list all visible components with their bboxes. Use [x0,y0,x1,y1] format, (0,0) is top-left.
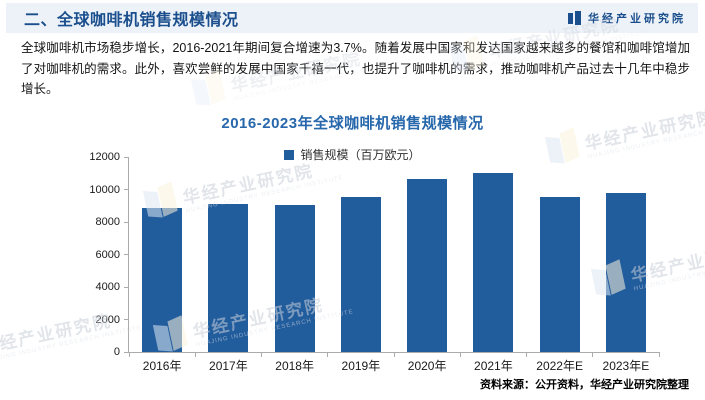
bar [274,204,315,352]
x-axis-tick [658,352,660,357]
y-axis-tick [124,189,129,190]
section-title: 二、全球咖啡机销售规模情况 [24,12,239,29]
x-tick-label: 2023年E [602,359,650,373]
bar [605,192,646,352]
section-header: 二、全球咖啡机销售规模情况 华经产业研究院 [6,3,698,33]
brand-name: 华经产业研究院 [588,13,686,25]
plot-area: 0 2000 4000 6000 8000 10000 12000 2016年 2017年 201… [89,151,660,373]
y-tick-label: 2000 [95,313,120,326]
x-axis-tick [194,352,196,357]
intro-paragraph: 全球咖啡机市场稳步增长，2016-2021年期间复合增速为3.7%。随着发展中国… [21,41,690,96]
x-tick-label: 2017年 [209,359,248,373]
chart-legend: 销售规模（百万欧元） [0,146,705,163]
x-tick-label: 2019年 [341,359,381,373]
x-axis-tick [393,352,395,357]
y-axis-tick [124,156,129,158]
x-tick-label: 2020年 [407,359,447,373]
x-axis-tick [459,352,461,357]
book-bars-icon [568,11,581,25]
bar [142,208,183,352]
bar [539,196,580,352]
x-tick-label: 2021年 [474,359,513,373]
source-note: 资料来源：公开资料，华经产业研究院整理 [480,379,689,391]
x-tick-label: 2022年E [536,359,583,373]
bar [407,178,448,352]
x-axis-tick [592,352,594,357]
y-axis-tick [124,221,129,223]
bar [473,173,514,352]
x-tick-label: 2016年 [142,359,182,373]
y-tick-label: 10000 [89,183,120,196]
x-tick-label: 2018年 [275,359,314,373]
chart-title: 2016-2023年全球咖啡机销售规模情况 [221,115,484,132]
x-axis-tick [327,352,329,357]
y-axis-tick [124,351,129,353]
x-axis-tick [261,352,262,357]
bar [340,196,381,352]
brand-logo: 华经产业研究院 [568,10,686,26]
bar [208,204,249,352]
y-axis-tick [124,319,129,320]
y-tick-label: 0 [113,346,120,358]
y-axis-tick [124,254,129,255]
y-tick-label: 12000 [89,151,120,163]
y-tick-label: 6000 [95,248,120,261]
legend-swatch [284,149,295,160]
y-tick-label: 4000 [95,281,120,293]
y-axis-tick [124,286,129,288]
x-axis-tick [526,352,527,357]
legend-label: 销售规模（百万欧元） [300,148,421,162]
x-axis-tick [128,352,130,357]
y-tick-label: 8000 [95,216,120,228]
